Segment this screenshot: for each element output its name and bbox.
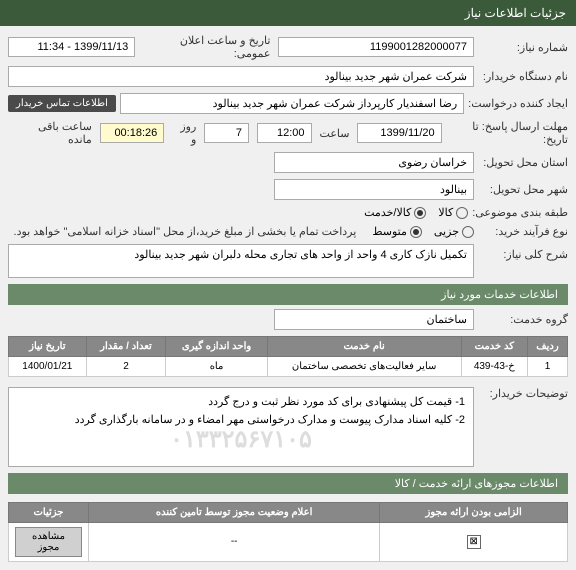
permits-table: الزامی بودن ارائه مجوز اعلام وضعیت مجوز … [8,502,568,562]
td-date: 1400/01/21 [9,357,87,377]
radio-small[interactable]: جزیی [434,225,474,238]
city-field: بینالود [274,179,474,200]
radio-goods-circle [456,207,468,219]
buyer-notes-box: 1- قیمت کل پیشنهادی برای کد مورد نظر ثبت… [8,387,474,467]
row-category: طبقه بندی موضوعی: کالا کالا/خدمت [8,206,568,219]
th-details: جزئیات [9,502,89,522]
header-title: جزئیات اطلاعات نیاز [465,6,566,20]
row-proc-type: نوع فرآیند خرید: جزیی متوسط پرداخت تمام … [8,225,568,238]
radio-service-label: کالا/خدمت [364,206,411,219]
td-row-num: 1 [528,357,568,377]
view-permit-button[interactable]: مشاهده مجوز [15,527,82,557]
general-desc-field: تکمیل نازک کاری 4 واحد از واحد های تجاری… [8,244,474,278]
page-header: جزئیات اطلاعات نیاز [0,0,576,26]
services-table: ردیف کد خدمت نام خدمت واحد اندازه گیری ت… [8,336,568,377]
radio-goods[interactable]: کالا [438,206,468,219]
th-code: کد خدمت [461,337,527,357]
row-city: شهر محل تحویل: بینالود [8,179,568,200]
radio-goods-label: کالا [438,206,453,219]
general-desc-label: شرح کلی نیاز: [478,244,568,261]
td-qty: 2 [86,357,166,377]
radio-medium[interactable]: متوسط [372,225,422,238]
time-label: ساعت [320,127,350,140]
buyer-notes-label: توضیحات خریدار: [478,383,568,400]
radio-small-label: جزیی [434,225,459,238]
days-label: روز و [172,120,196,146]
row-service-group: گروه خدمت: ساختمان [8,309,568,330]
group-field: ساختمان [274,309,474,330]
province-field: خراسان رضوی [274,152,474,173]
creator-field: رضا اسفندیار کارپرداز شرکت عمران شهر جدی… [120,93,464,114]
row-creator: ایجاد کننده درخواست: رضا اسفندیار کارپرد… [8,93,568,114]
announce-field: 1399/11/13 - 11:34 [8,37,135,57]
td-mandatory: ⊠ [380,522,568,561]
contact-badge[interactable]: اطلاعات تماس خریدار [8,95,116,112]
req-number-field: 1199001282000077 [278,37,474,57]
province-label: استان محل تحویل: [478,156,568,169]
buyer-label: نام دستگاه خریدار: [478,70,568,83]
countdown-field: 00:18:26 [100,123,164,143]
row-req-number: شماره نیاز: 1199001282000077 تاریخ و ساع… [8,34,568,60]
deadline-date: 1399/11/20 [357,123,441,143]
th-row-num: ردیف [528,337,568,357]
row-province: استان محل تحویل: خراسان رضوی [8,152,568,173]
announce-label: تاریخ و ساعت اعلان عمومی: [143,34,270,60]
services-title: اطلاعات خدمات مورد نیاز [8,284,568,305]
radio-service[interactable]: کالا/خدمت [364,206,426,219]
radio-medium-label: متوسط [372,225,407,238]
remaining-label: ساعت باقی مانده [12,120,92,146]
permit-row: ⊠ -- مشاهده مجوز [9,522,568,561]
td-action: مشاهده مجوز [9,522,89,561]
table-row: 1 خ-43-439 سایر فعالیت‌های تخصصی ساختمان… [9,357,568,377]
td-name: سایر فعالیت‌های تخصصی ساختمان [267,357,461,377]
proc-note: پرداخت تمام یا بخشی از مبلغ خرید،از محل … [12,225,356,238]
th-mandatory: الزامی بودن ارائه مجوز [380,502,568,522]
th-unit: واحد اندازه گیری [166,337,267,357]
buyer-field: شرکت عمران شهر جدید بینالود [8,66,474,87]
permits-title: اطلاعات مجوزهای ارائه خدمت / کالا [8,473,568,494]
radio-small-circle [462,226,474,238]
days-field: 7 [204,123,249,143]
td-unit: ماه [166,357,267,377]
deadline-time: 12:00 [257,123,312,143]
th-qty: تعداد / مقدار [86,337,166,357]
td-code: خ-43-439 [461,357,527,377]
creator-label: ایجاد کننده درخواست: [468,97,568,110]
req-number-label: شماره نیاز: [478,41,568,54]
th-date: تاریخ نیاز [9,337,87,357]
mandatory-checkbox: ⊠ [467,535,481,549]
td-status: -- [89,522,380,561]
proc-type-label: نوع فرآیند خرید: [478,225,568,238]
city-label: شهر محل تحویل: [478,183,568,196]
radio-service-circle [414,207,426,219]
deadline-label: مهلت ارسال پاسخ: تا تاریخ: [446,120,568,146]
th-name: نام خدمت [267,337,461,357]
main-content: شماره نیاز: 1199001282000077 تاریخ و ساع… [0,26,576,570]
row-buyer-notes: توضیحات خریدار: 1- قیمت کل پیشنهادی برای… [8,383,568,467]
row-buyer: نام دستگاه خریدار: شرکت عمران شهر جدید ب… [8,66,568,87]
category-label: طبقه بندی موضوعی: [472,206,568,219]
radio-medium-circle [410,226,422,238]
group-label: گروه خدمت: [478,313,568,326]
row-deadline: مهلت ارسال پاسخ: تا تاریخ: 1399/11/20 سا… [8,120,568,146]
buyer-note-1: 1- قیمت کل پیشنهادی برای کد مورد نظر ثبت… [17,394,465,412]
th-status: اعلام وضعیت مجوز توسط تامین کننده [89,502,380,522]
row-general-desc: شرح کلی نیاز: تکمیل نازک کاری 4 واحد از … [8,244,568,278]
